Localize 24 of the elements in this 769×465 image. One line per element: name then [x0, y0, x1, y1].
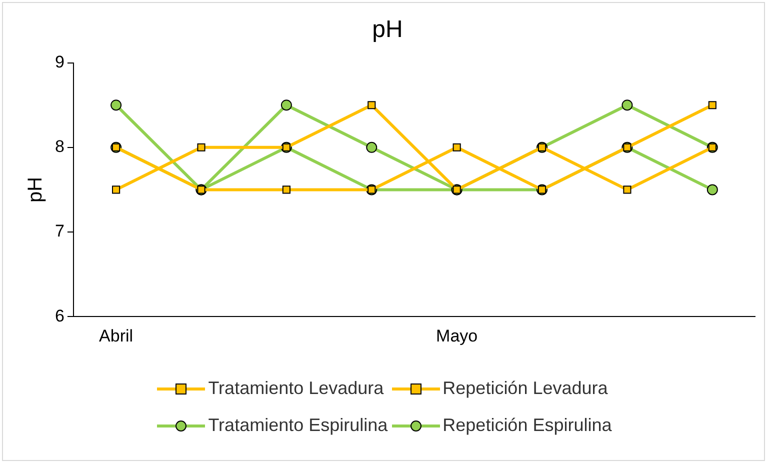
y-tick-label: 8 — [54, 137, 64, 156]
legend-label: Repetición Espirulina — [442, 415, 612, 436]
x-tick-label: Abril — [99, 326, 134, 346]
point — [368, 101, 376, 110]
y-tick-label: 9 — [54, 52, 64, 72]
point — [708, 101, 716, 110]
point — [366, 142, 378, 153]
point — [623, 186, 632, 194]
x-tick-label: Mayo — [436, 326, 478, 346]
point — [622, 100, 633, 111]
point — [280, 100, 292, 111]
legend-label: Tratamiento Levadura — [208, 378, 384, 399]
point — [706, 184, 718, 196]
point — [197, 143, 206, 152]
legend-label: Tratamiento Espirulina — [208, 415, 388, 436]
point — [452, 143, 461, 152]
y-tick-label: 6 — [54, 306, 64, 326]
y-tick-label: 7 — [54, 222, 64, 241]
chart-title: pH — [372, 16, 403, 44]
y-axis-title: pH — [24, 176, 47, 202]
legend-label: Repetición Levadura — [442, 378, 608, 399]
point — [282, 186, 290, 194]
point — [110, 100, 122, 111]
point — [112, 186, 120, 194]
